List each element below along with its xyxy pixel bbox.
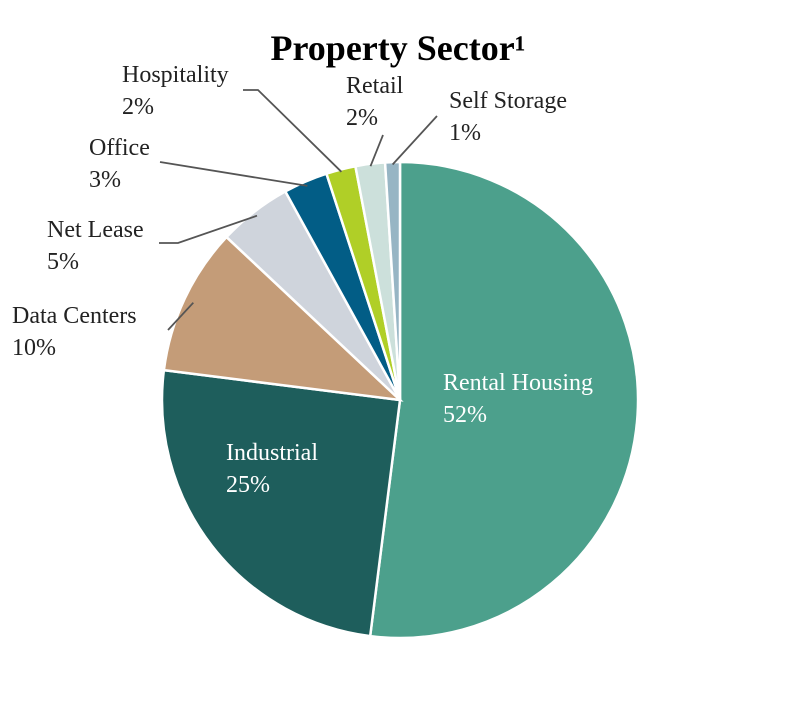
slice-value-industrial: 25%	[226, 472, 270, 498]
slice-value-data-centers: 10%	[12, 335, 56, 361]
leader-lines-group	[159, 89, 438, 331]
slice-label-data-centers: Data Centers	[12, 303, 137, 329]
slice-label-industrial: Industrial	[226, 440, 318, 466]
slice-value-retail: 2%	[346, 105, 378, 131]
pie-slice-industrial	[160, 368, 402, 638]
pie-slice-data-centers	[162, 235, 404, 402]
slice-value-hospitality: 2%	[122, 94, 154, 120]
chart-title: Property Sector¹	[270, 28, 525, 68]
slice-value-rental-housing: 52%	[443, 402, 487, 428]
slices-group	[160, 160, 640, 640]
labels-group: Rental Housing 52% Industrial 25% Data Cente…	[12, 62, 593, 498]
slice-label-office: Office	[89, 135, 150, 161]
slice-label-net-lease: Net Lease	[47, 217, 144, 243]
slice-value-office: 3%	[89, 167, 121, 193]
leader-line-net-lease	[159, 214, 258, 244]
slice-value-net-lease: 5%	[47, 249, 79, 275]
slice-label-hospitality: Hospitality	[122, 62, 229, 88]
slice-label-rental-housing: Rental Housing	[443, 370, 593, 396]
leader-line-data-centers	[167, 302, 194, 331]
slice-label-self-storage: Self Storage	[449, 88, 567, 114]
pie-slice-self-storage	[383, 160, 402, 401]
slice-label-retail: Retail	[346, 73, 404, 99]
leader-line-office	[159, 161, 308, 187]
pie-slice-rental-housing	[368, 160, 640, 640]
leader-line-retail	[369, 134, 384, 167]
leader-line-self-storage	[391, 115, 438, 166]
leader-line-hospitality	[243, 89, 343, 173]
slice-value-self-storage: 1%	[449, 120, 481, 146]
